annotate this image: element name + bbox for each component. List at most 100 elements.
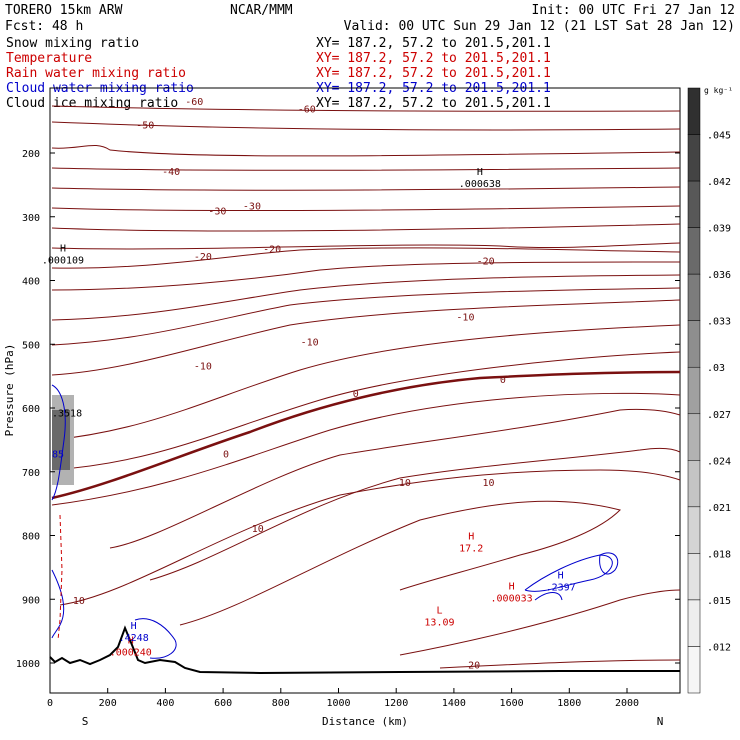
contour-label: -30 [243, 202, 261, 213]
right-endpoint-label: N [657, 715, 664, 728]
colorbar-cell [687, 180, 701, 228]
colorbar-cell [687, 273, 701, 321]
colorbar-cell [687, 506, 701, 554]
colorbar-cell [687, 553, 701, 601]
legend-label: Temperature [6, 51, 92, 66]
temperature-contour [51, 167, 681, 171]
y-tick-label: 900 [22, 595, 40, 606]
temperature-contour [109, 409, 681, 549]
colorbar-tick-label: .027 [707, 410, 731, 421]
center-title: NCAR/MMM [230, 3, 293, 18]
init-time: Init: 00 UTC Fri 27 Jan 12 [532, 3, 736, 18]
temperature-contour [439, 659, 681, 669]
x-tick-label: 0 [47, 698, 53, 709]
temperature-contour [51, 247, 681, 269]
x-tick-label: 800 [272, 698, 290, 709]
cloud-water-contour [524, 554, 613, 592]
temperature-contour [51, 105, 681, 112]
extremum-value: .000638 [459, 179, 501, 190]
field-legend: Snow mixing ratio XY= 187.2, 57.2 to 201.… [6, 36, 551, 111]
left-endpoint-label: S [82, 715, 89, 728]
temperature-contour [51, 324, 681, 441]
temperature-contour [51, 392, 681, 506]
colorbar-tick-label: .015 [707, 596, 731, 607]
y-tick-label: 400 [22, 277, 40, 288]
terrain-line [49, 625, 680, 675]
extremum-marker: H [477, 167, 483, 178]
y-tick-label: 700 [22, 468, 40, 479]
contour-label: -10 [194, 362, 212, 373]
x-tick-label: 1600 [500, 698, 524, 709]
contour-label: -10 [456, 312, 474, 323]
extremum-marker: H [128, 635, 134, 646]
cloud-water-contour [534, 592, 563, 601]
model-title: TORERO 15km ARW [5, 3, 123, 18]
y-axis-label: Pressure (hPa) [3, 344, 16, 437]
cloud-water-contour [134, 618, 177, 659]
legend-label: Rain water mixing ratio [6, 66, 186, 81]
edge-label: .3518 [52, 408, 82, 419]
contour-label: -60 [185, 97, 203, 108]
contour-label: -40 [162, 167, 180, 178]
header: TORERO 15km ARW NCAR/MMM Init: 00 UTC Fr… [5, 3, 735, 34]
extremum-marker: H [468, 532, 474, 543]
extremum-value: 13.09 [424, 617, 454, 628]
extremum-value: 17.2 [459, 544, 483, 555]
extremum-marker: H [558, 570, 564, 581]
forecast-hour: Fcst: 48 h [5, 19, 83, 34]
colorbar-cell [687, 460, 701, 508]
temperature-contour [51, 287, 681, 346]
contour-label: -20 [477, 256, 495, 267]
extremum-marker: H [131, 621, 137, 632]
plot-frame [49, 87, 681, 694]
colorbar-cell [687, 320, 701, 368]
colorbar-cell [687, 413, 701, 461]
y-tick-label: 200 [22, 149, 40, 160]
colorbar-tick-label: .03 [707, 363, 725, 374]
temperature-contour [59, 469, 681, 606]
y-tick-label: 800 [22, 532, 40, 543]
contour-label: -10 [301, 337, 319, 348]
extremum-value: .4248 [119, 633, 149, 644]
colorbar-cell [687, 134, 701, 182]
temperature-contour [51, 186, 681, 191]
colorbar-tick-label: .012 [707, 642, 731, 653]
contour-layer: -60 -60 -50 -40 -30 -30 -20 -20 -20 -10 -10 -10 0 0 0 1… [49, 97, 681, 675]
contour-label: -50 [136, 121, 154, 132]
x-tick-label: 400 [156, 698, 174, 709]
contour-label: 0 [223, 450, 229, 461]
colorbar-tick-label: .018 [707, 549, 731, 560]
extremum-value: .000109 [42, 255, 84, 266]
legend-xy: XY= 187.2, 57.2 to 201.5,201.1 [316, 36, 551, 51]
colorbar-tick-label: .042 [707, 177, 731, 188]
zero-isotherm [51, 370, 681, 500]
temperature-contour [179, 500, 621, 626]
temperature-contour [51, 261, 681, 291]
colorbar-tick-label: .021 [707, 503, 731, 514]
contour-label: 10 [73, 596, 85, 607]
temperature-contour [51, 242, 681, 250]
temperature-contour [51, 299, 681, 376]
axes-layer: 0 200 400 600 800 1000 1200 1400 1600 1800 2000200… [3, 149, 680, 728]
contour-label: 10 [482, 478, 494, 489]
colorbar: .045 .042 .039 .036 .033 .03 .027 .024 .021 .018.… [687, 86, 733, 694]
temperature-contour [51, 205, 681, 212]
colorbar-tick-label: .045 [707, 131, 731, 142]
temperature-contour [51, 121, 681, 131]
x-tick-label: 200 [99, 698, 117, 709]
contour-label: 0 [500, 375, 506, 386]
colorbar-tick-label: .036 [707, 270, 731, 281]
contour-label: 10 [399, 478, 411, 489]
y-tick-label: 300 [22, 213, 40, 224]
legend-label: Snow mixing ratio [6, 36, 139, 51]
y-tick-label: 1000 [16, 659, 40, 670]
colorbar-cell [687, 646, 701, 694]
valid-time: Valid: 00 UTC Sun 29 Jan 12 (21 LST Sat … [344, 19, 735, 34]
colorbar-cell [687, 87, 701, 135]
y-tick-label: 600 [22, 404, 40, 415]
colorbar-tick-label: .024 [707, 456, 731, 467]
extremum-marker: H [60, 243, 66, 254]
x-tick-label: 1800 [557, 698, 581, 709]
temperature-contour [399, 589, 681, 656]
